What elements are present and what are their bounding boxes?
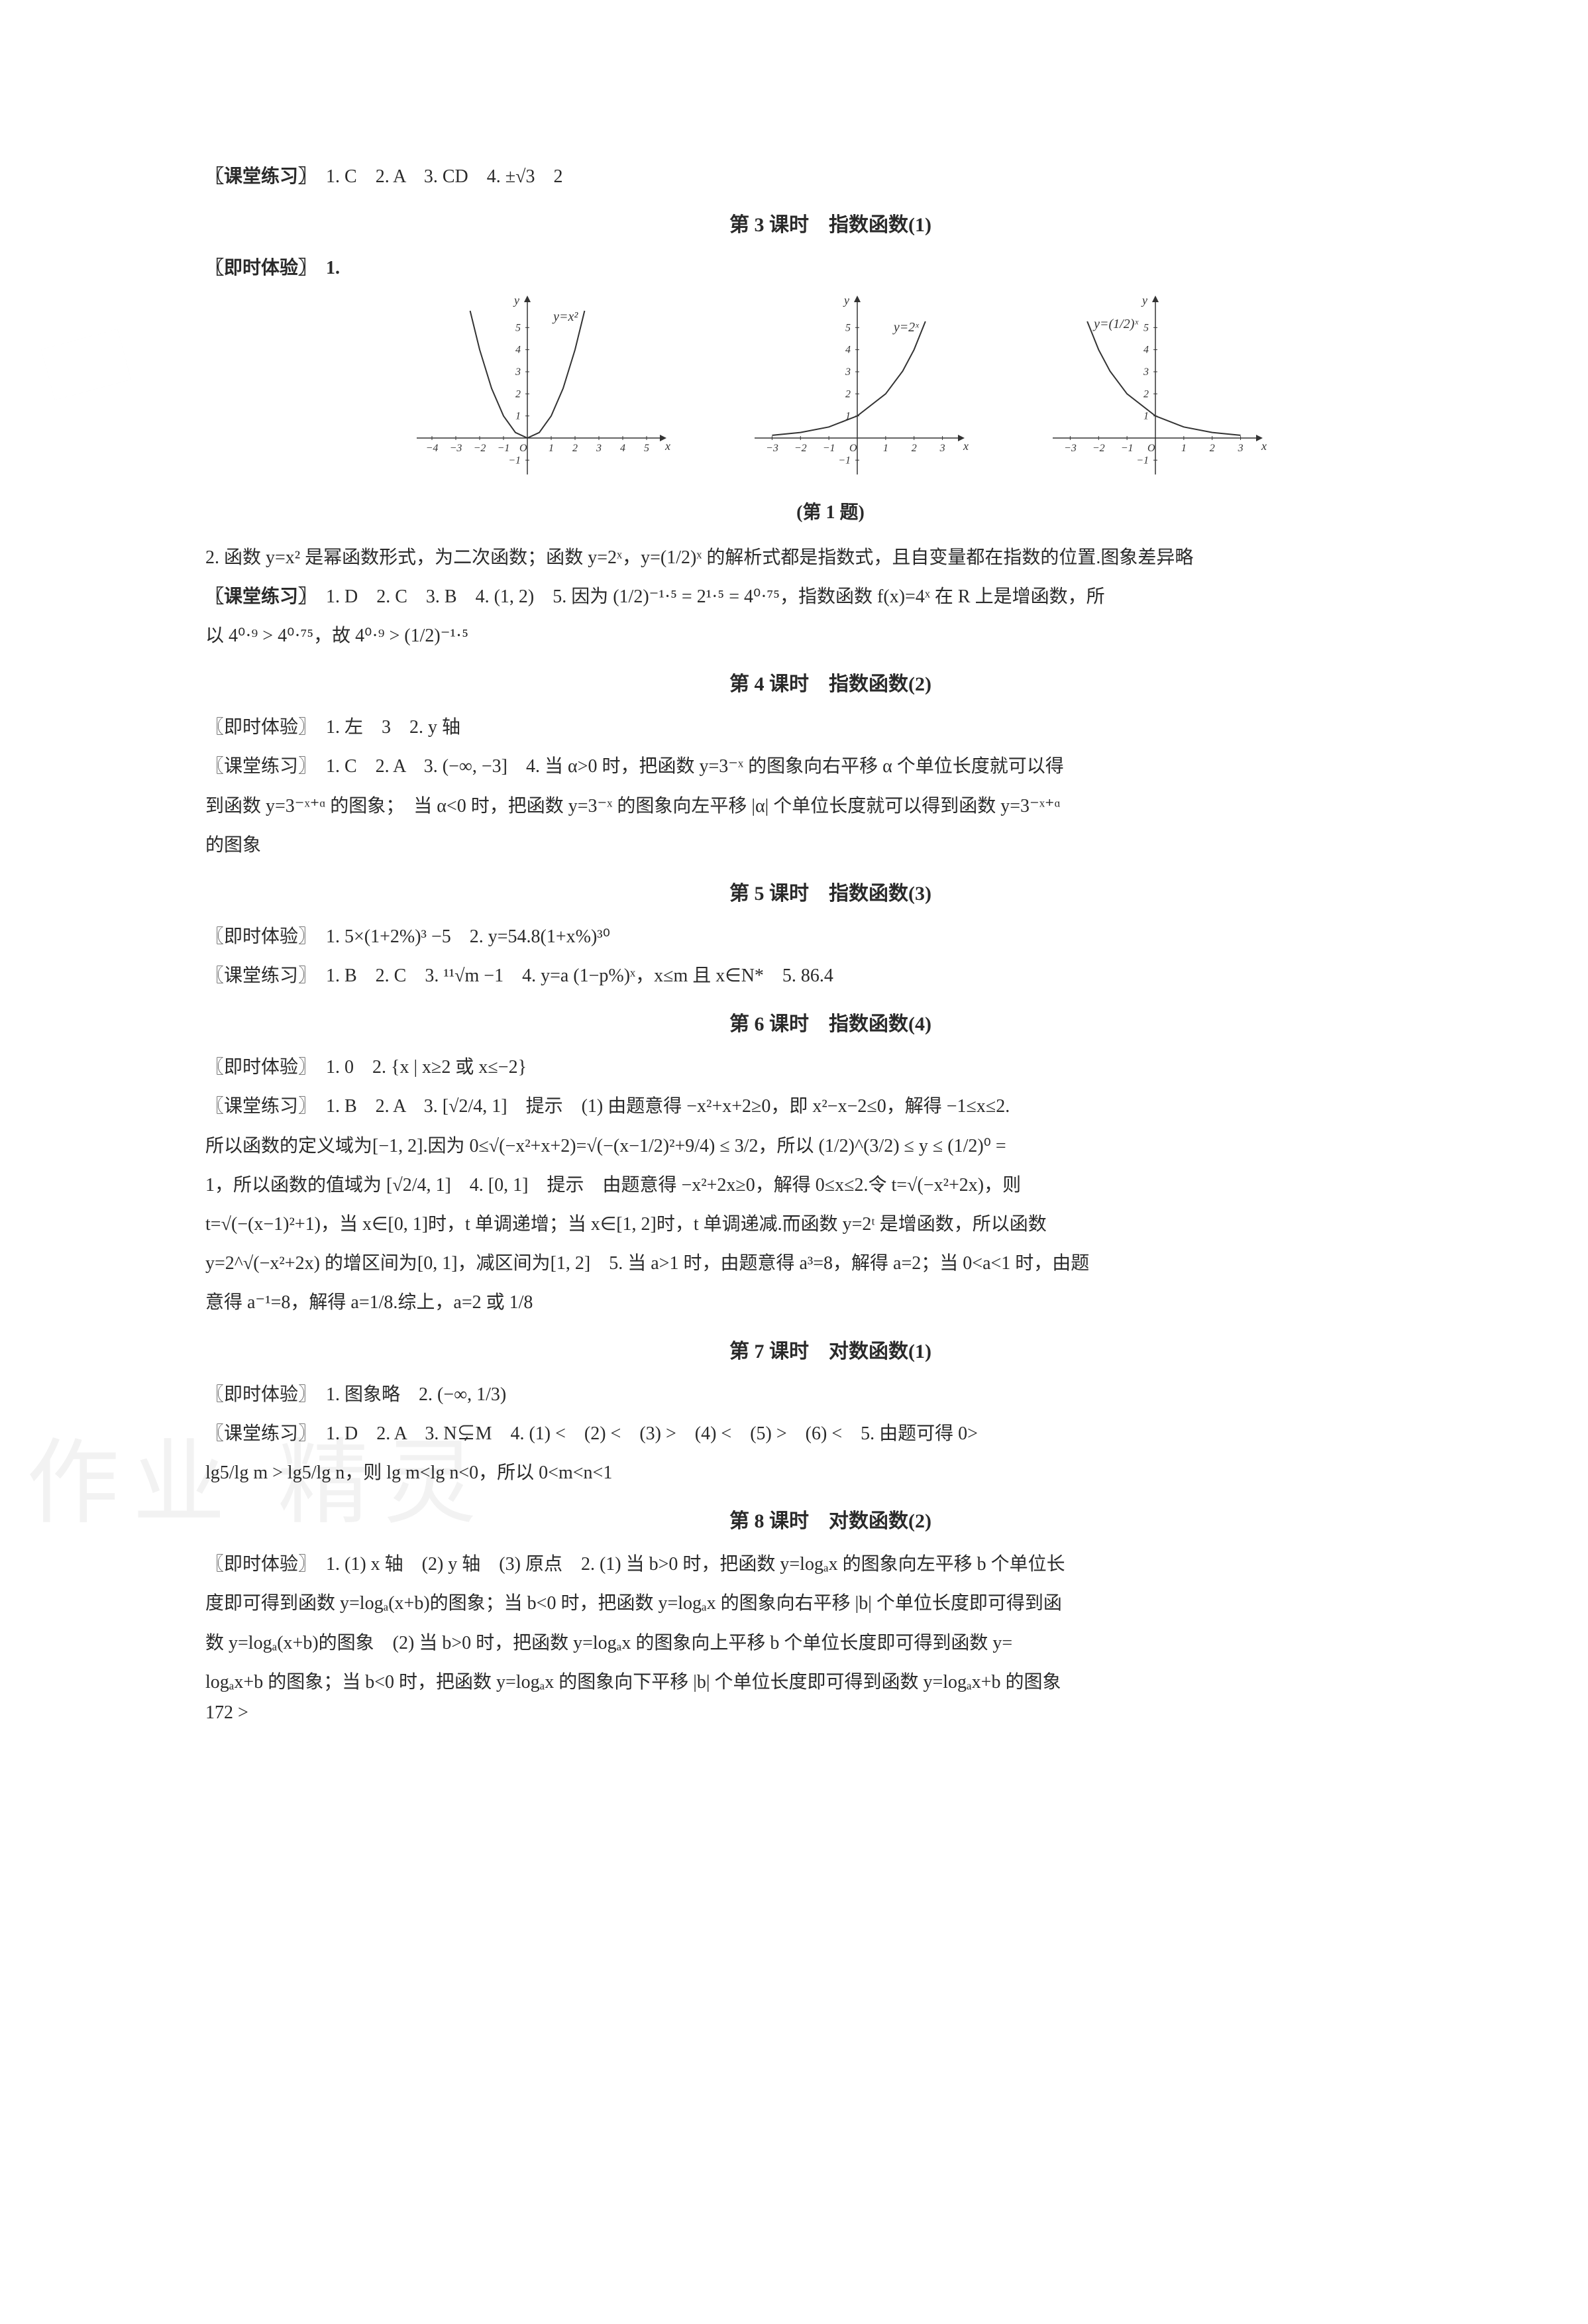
lesson4-practice-a: 〖课堂练习〗 1. C 2. A 3. (−∞, −3] 4. 当 α>0 时，…: [205, 749, 1456, 784]
svg-text:O: O: [849, 443, 857, 454]
svg-text:3: 3: [515, 366, 521, 378]
svg-text:−3: −3: [766, 443, 778, 454]
svg-text:2: 2: [572, 443, 578, 454]
lesson7-title: 第 7 课时 对数函数(1): [205, 1333, 1456, 1370]
svg-text:2: 2: [515, 389, 521, 400]
lesson6-experience: 〖即时体验〗 1. 0 2. {x | x≥2 或 x≤−2}: [205, 1050, 1456, 1085]
svg-text:1: 1: [549, 443, 554, 454]
lesson7-practice-a: 〖课堂练习〗 1. D 2. A 3. N⊊M 4. (1) < (2) < (…: [205, 1416, 1456, 1451]
lesson4-title: 第 4 课时 指数函数(2): [205, 665, 1456, 703]
lesson5-experience: 〖即时体验〗 1. 5×(1+2%)³ −5 2. y=54.8(1+x%)³⁰: [205, 919, 1456, 954]
svg-text:5: 5: [1143, 323, 1149, 334]
lesson8-title: 第 8 课时 对数函数(2): [205, 1502, 1456, 1540]
svg-text:−2: −2: [1092, 443, 1104, 454]
experience-label: 〖即时体验〗 1.: [205, 258, 340, 278]
chart-parabola: −4 −3 −2 −1 1 2 3 4 5 −1 1 2 3 4 5 Ox y y=x²: [394, 292, 672, 491]
svg-text:x: x: [963, 439, 969, 453]
practice-label: 〖课堂练习〗: [205, 166, 307, 187]
lesson8-exp-a: 〖即时体验〗 1. (1) x 轴 (2) y 轴 (3) 原点 2. (1) …: [205, 1547, 1456, 1582]
svg-text:1: 1: [882, 443, 888, 454]
lesson3-practice-b: 以 4⁰·⁹ > 4⁰·⁷⁵，故 4⁰·⁹ > (1/2)⁻¹·⁵: [205, 618, 1456, 653]
lesson8-exp-c: 数 y=logₐ(x+b)的图象 (2) 当 b>0 时，把函数 y=logₐx…: [205, 1626, 1456, 1661]
lesson5-practice: 〖课堂练习〗 1. B 2. C 3. ¹¹√m −1 4. y=a (1−p%…: [205, 958, 1456, 993]
svg-text:−3: −3: [449, 443, 462, 454]
svg-text:3: 3: [596, 443, 602, 454]
page-number: 172 >: [205, 1695, 248, 1730]
top-practice: 〖课堂练习〗 1. C 2. A 3. CD 4. ±√3 2: [205, 159, 1456, 194]
svg-text:4: 4: [620, 443, 625, 454]
svg-text:−1: −1: [497, 443, 509, 454]
svg-text:x: x: [664, 439, 670, 453]
svg-text:3: 3: [1143, 366, 1149, 378]
chart-exp-half: −3 −2 −1 1 2 3 −1 1 2 3 4 5 Ox yy=(1/2)ˣ: [1030, 292, 1268, 491]
lesson6-practice-c: 1，所以函数的值域为 [√2/4, 1] 4. [0, 1] 提示 由题意得 −…: [205, 1168, 1456, 1203]
svg-text:2: 2: [1209, 443, 1214, 454]
svg-text:2: 2: [1143, 389, 1149, 400]
lesson4-practice-b: 到函数 y=3⁻ˣ⁺ᵅ 的图象； 当 α<0 时，把函数 y=3⁻ˣ 的图象向左…: [205, 789, 1456, 824]
svg-text:y=(1/2)ˣ: y=(1/2)ˣ: [1092, 317, 1139, 331]
svg-text:y: y: [843, 294, 849, 307]
lesson5-title: 第 5 课时 指数函数(3): [205, 875, 1456, 913]
lesson7-experience: 〖即时体验〗 1. 图象略 2. (−∞, 1/3): [205, 1377, 1456, 1412]
svg-text:3: 3: [845, 366, 851, 378]
svg-text:y=2ˣ: y=2ˣ: [892, 320, 919, 335]
lesson6-practice-a: 〖课堂练习〗 1. B 2. A 3. [√2/4, 1] 提示 (1) 由题意…: [205, 1089, 1456, 1124]
lesson3-title: 第 3 课时 指数函数(1): [205, 206, 1456, 244]
figure-caption: (第 1 题): [205, 495, 1456, 530]
svg-text:O: O: [519, 443, 527, 454]
lesson6-title: 第 6 课时 指数函数(4): [205, 1005, 1456, 1043]
svg-text:−1: −1: [838, 455, 851, 467]
svg-text:−2: −2: [473, 443, 486, 454]
svg-text:1: 1: [1181, 443, 1186, 454]
svg-text:4: 4: [1143, 345, 1149, 356]
svg-text:−3: −3: [1064, 443, 1077, 454]
svg-text:−1: −1: [1136, 455, 1149, 467]
lesson4-practice-c: 的图象: [205, 828, 1456, 863]
svg-text:−2: −2: [794, 443, 806, 454]
svg-text:4: 4: [845, 345, 851, 356]
svg-text:5: 5: [515, 323, 521, 334]
svg-text:−1: −1: [508, 455, 521, 467]
stamp-decoration: [41, 329, 132, 400]
svg-text:5: 5: [644, 443, 649, 454]
lesson3-figures: −4 −3 −2 −1 1 2 3 4 5 −1 1 2 3 4 5 Ox y y=x² −3 −2 −1 1 2 3 −1 1…: [205, 292, 1456, 491]
lesson8-exp-b: 度即可得到函数 y=logₐ(x+b)的图象；当 b<0 时，把函数 y=log…: [205, 1586, 1456, 1621]
svg-text:−1: −1: [822, 443, 835, 454]
svg-text:1: 1: [515, 411, 521, 422]
text: 1. D 2. C 3. B 4. (1, 2) 5. 因为 (1/2)⁻¹·⁵…: [307, 586, 1105, 607]
lesson4-experience: 〖即时体验〗 1. 左 3 2. y 轴: [205, 710, 1456, 745]
practice-items: 1. C 2. A 3. CD 4. ±√3 2: [307, 166, 562, 187]
lesson6-practice-f: 意得 a⁻¹=8，解得 a=1/8.综上，a=2 或 1/8: [205, 1285, 1456, 1320]
lesson6-practice-e: y=2^√(−x²+2x) 的增区间为[0, 1]，减区间为[1, 2] 5. …: [205, 1246, 1456, 1281]
svg-text:2: 2: [845, 389, 851, 400]
svg-text:2: 2: [911, 443, 916, 454]
svg-text:3: 3: [1237, 443, 1243, 454]
lesson7-practice-b: lg5/lg m > lg5/lg n，则 lg m<lg n<0，所以 0<m…: [205, 1455, 1456, 1490]
svg-text:5: 5: [845, 323, 851, 334]
lesson6-practice-b: 所以函数的定义域为[−1, 2].因为 0≤√(−x²+x+2)=√(−(x−1…: [205, 1129, 1456, 1164]
lesson3-q2: 2. 函数 y=x² 是幂函数形式，为二次函数；函数 y=2ˣ，y=(1/2)ˣ…: [205, 540, 1456, 575]
svg-text:y=x²: y=x²: [552, 309, 578, 324]
lesson8-exp-d: logₐx+b 的图象；当 b<0 时，把函数 y=logₐx 的图象向下平移 …: [205, 1665, 1456, 1700]
svg-text:1: 1: [1143, 411, 1149, 422]
svg-text:x: x: [1261, 439, 1267, 453]
svg-text:O: O: [1147, 443, 1155, 454]
svg-text:4: 4: [515, 345, 521, 356]
lesson6-practice-d: t=√(−(x−1)²+1)，当 x∈[0, 1]时，t 单调递增；当 x∈[1…: [205, 1207, 1456, 1242]
svg-text:−4: −4: [425, 443, 438, 454]
practice-label: 〖课堂练习〗: [205, 586, 307, 607]
svg-text:3: 3: [939, 443, 945, 454]
lesson3-practice-a: 〖课堂练习〗 1. D 2. C 3. B 4. (1, 2) 5. 因为 (1…: [205, 579, 1456, 614]
svg-text:y: y: [1141, 294, 1147, 307]
lesson3-experience: 〖即时体验〗 1.: [205, 250, 1456, 286]
svg-text:−1: −1: [1120, 443, 1133, 454]
svg-text:y: y: [513, 294, 519, 307]
chart-exp2: −3−2−1123−112345Oxyy=2ˣ: [731, 292, 970, 491]
